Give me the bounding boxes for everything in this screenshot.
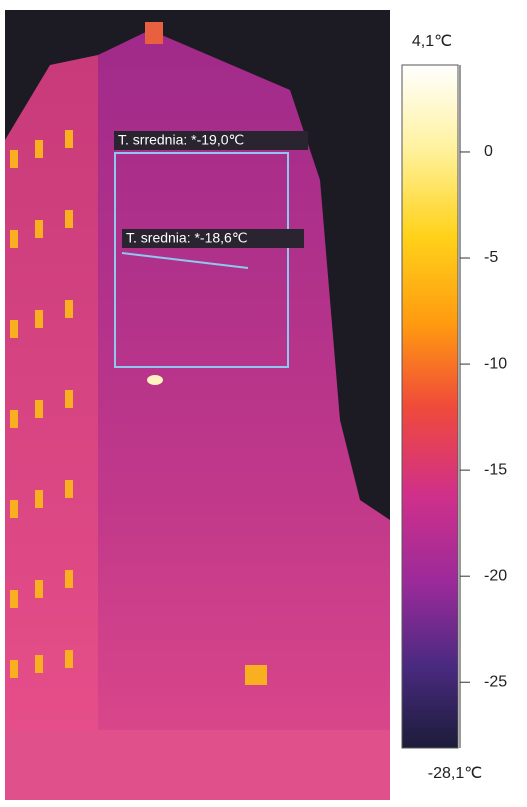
label-bg [114,131,308,150]
thermal-image [5,10,390,800]
tick-label: -10 [484,355,507,372]
tick-label: -15 [484,461,507,478]
annotation-label: T. srednia: *-18,6℃ [126,230,248,246]
color-scale [401,64,459,749]
label-bg [122,229,304,248]
tick-label: -5 [484,249,498,266]
tick-label: 0 [484,143,493,160]
measurement-line [121,252,249,269]
scale-min-label: -28,1℃ [428,765,482,782]
scale-max-label: 4,1℃ [412,33,452,50]
measurement-area [114,152,289,368]
tick-label: -25 [484,673,507,690]
tick-label: -20 [484,567,507,584]
annotation-label: T. srrednia: *-19,0℃ [118,132,244,148]
